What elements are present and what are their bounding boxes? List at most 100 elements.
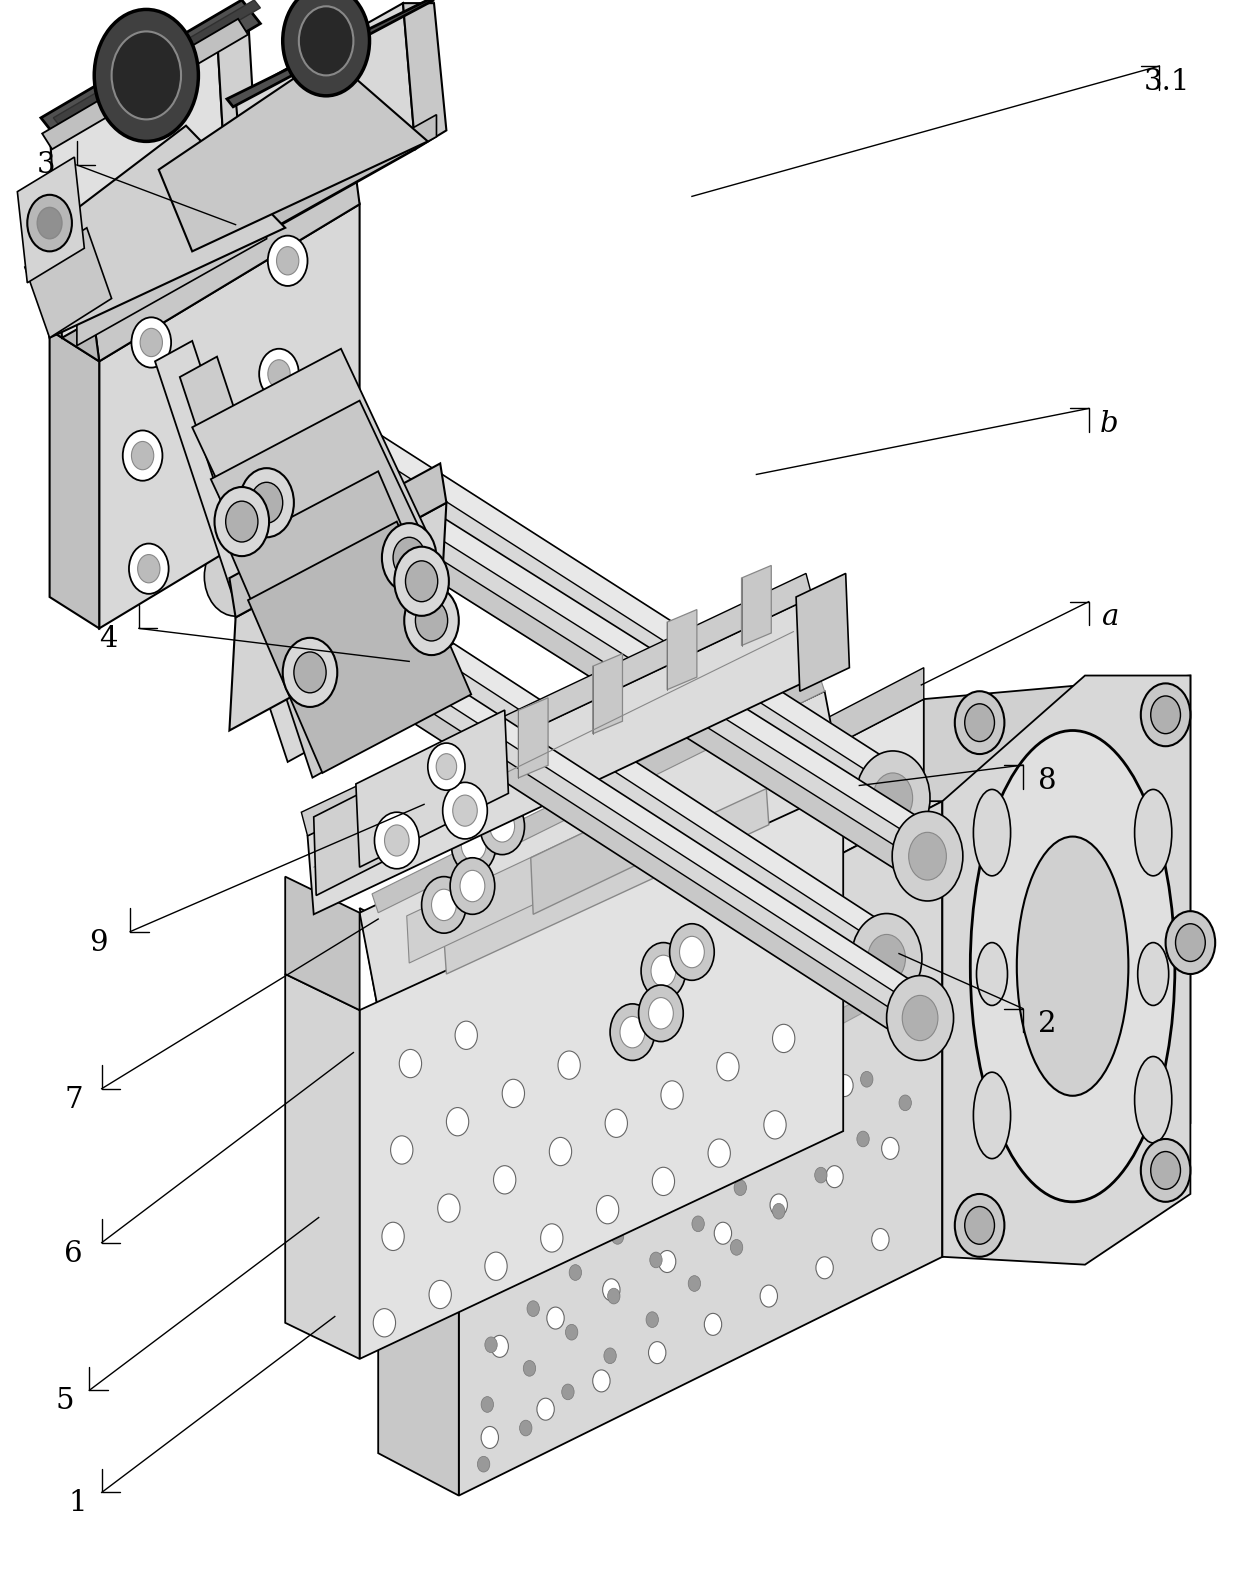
Text: b: b <box>1100 410 1118 438</box>
Circle shape <box>567 1125 584 1147</box>
Circle shape <box>501 1244 518 1266</box>
Circle shape <box>374 812 419 869</box>
Circle shape <box>184 366 250 451</box>
Text: 5: 5 <box>56 1387 74 1415</box>
Circle shape <box>268 236 308 286</box>
Circle shape <box>615 1169 627 1185</box>
Circle shape <box>490 811 515 842</box>
Circle shape <box>443 782 487 839</box>
Circle shape <box>446 1108 469 1136</box>
Circle shape <box>773 1024 795 1053</box>
Circle shape <box>283 638 337 707</box>
Polygon shape <box>403 3 446 149</box>
Polygon shape <box>285 877 360 1010</box>
Polygon shape <box>812 998 862 1040</box>
Polygon shape <box>444 789 769 974</box>
Text: 7: 7 <box>64 1086 83 1114</box>
Circle shape <box>171 473 238 558</box>
Text: 4: 4 <box>99 625 118 654</box>
Circle shape <box>678 1068 696 1090</box>
Circle shape <box>131 441 154 470</box>
Circle shape <box>404 586 459 655</box>
Circle shape <box>760 1285 777 1307</box>
Circle shape <box>384 825 409 856</box>
Text: 8: 8 <box>1038 767 1056 795</box>
Circle shape <box>909 833 946 880</box>
Circle shape <box>605 1109 627 1137</box>
Circle shape <box>610 1004 655 1060</box>
Text: 1: 1 <box>68 1489 87 1518</box>
Circle shape <box>382 1222 404 1251</box>
Polygon shape <box>477 998 527 1040</box>
Circle shape <box>708 1139 730 1167</box>
Circle shape <box>573 1205 585 1221</box>
Circle shape <box>549 1137 572 1166</box>
Polygon shape <box>159 55 428 251</box>
Polygon shape <box>53 0 260 126</box>
Polygon shape <box>50 330 99 628</box>
Polygon shape <box>233 569 923 1026</box>
Circle shape <box>399 1049 422 1078</box>
Polygon shape <box>378 1010 459 1496</box>
Circle shape <box>480 798 525 855</box>
Circle shape <box>511 1153 528 1175</box>
Circle shape <box>670 924 714 980</box>
Circle shape <box>649 998 673 1029</box>
Ellipse shape <box>977 943 1007 1005</box>
Circle shape <box>394 547 449 616</box>
Ellipse shape <box>970 731 1174 1202</box>
Polygon shape <box>248 522 471 773</box>
Circle shape <box>649 1342 666 1364</box>
Circle shape <box>856 751 930 845</box>
Circle shape <box>857 1131 869 1147</box>
Circle shape <box>836 1075 853 1097</box>
Circle shape <box>688 1276 701 1291</box>
Circle shape <box>491 1335 508 1357</box>
Ellipse shape <box>1135 790 1172 877</box>
Circle shape <box>714 1222 732 1244</box>
Polygon shape <box>190 317 904 790</box>
Circle shape <box>429 1280 451 1309</box>
Circle shape <box>861 1071 873 1087</box>
Circle shape <box>622 1097 640 1119</box>
Polygon shape <box>593 654 622 734</box>
Circle shape <box>661 1073 673 1089</box>
Circle shape <box>294 652 326 693</box>
Polygon shape <box>356 710 508 867</box>
Circle shape <box>461 829 486 861</box>
Polygon shape <box>246 115 436 244</box>
Circle shape <box>826 1166 843 1188</box>
Circle shape <box>432 889 456 921</box>
Circle shape <box>1141 1139 1190 1202</box>
Circle shape <box>899 1095 911 1111</box>
Circle shape <box>1141 683 1190 746</box>
Circle shape <box>903 996 937 1040</box>
Circle shape <box>569 1265 582 1280</box>
Circle shape <box>496 1158 508 1174</box>
Circle shape <box>1151 696 1180 734</box>
Text: 3: 3 <box>37 151 56 179</box>
Circle shape <box>776 1144 789 1159</box>
Circle shape <box>680 936 704 968</box>
Circle shape <box>620 1016 645 1048</box>
Polygon shape <box>308 597 818 914</box>
Circle shape <box>661 1081 683 1109</box>
Circle shape <box>299 6 353 75</box>
Circle shape <box>393 537 425 578</box>
Polygon shape <box>942 676 1190 1265</box>
Circle shape <box>112 31 181 119</box>
Ellipse shape <box>1017 836 1128 1097</box>
Text: 6: 6 <box>64 1240 83 1268</box>
Circle shape <box>577 1145 589 1161</box>
Circle shape <box>565 1324 578 1340</box>
Polygon shape <box>440 668 924 950</box>
Circle shape <box>283 0 370 96</box>
Circle shape <box>764 1111 786 1139</box>
Circle shape <box>562 1384 574 1400</box>
Circle shape <box>450 858 495 914</box>
Circle shape <box>596 1196 619 1224</box>
Circle shape <box>815 1167 827 1183</box>
Circle shape <box>641 943 686 999</box>
Polygon shape <box>360 691 843 1010</box>
Circle shape <box>780 1103 797 1125</box>
